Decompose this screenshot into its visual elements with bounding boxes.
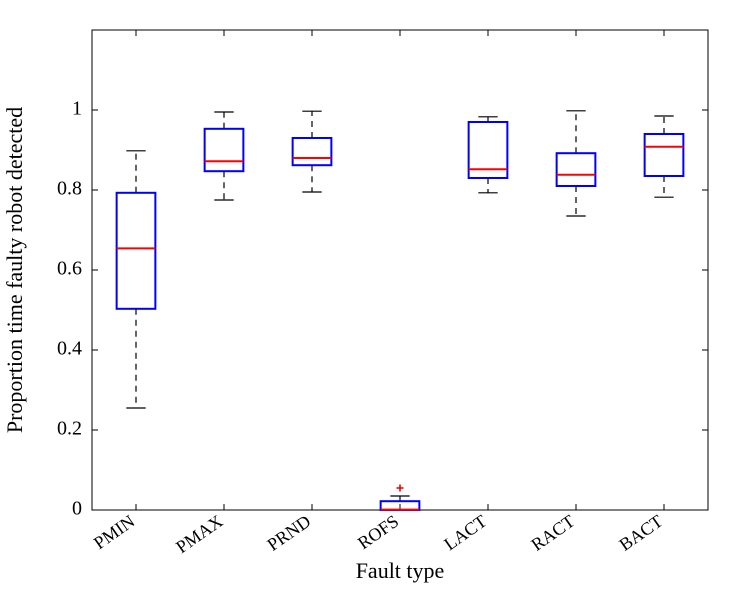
y-axis-label: Proportion time faulty robot detected (2, 107, 27, 433)
x-axis-label: Fault type (356, 558, 445, 583)
chart-bg (0, 0, 738, 602)
ytick-label: 0.4 (57, 338, 82, 360)
ytick-label: 1 (72, 98, 82, 120)
ytick-label: 0.6 (57, 258, 82, 280)
ytick-label: 0.8 (57, 178, 82, 200)
boxplot-chart: 00.20.40.60.81PMINPMAXPRNDROFSLACTRACTBA… (0, 0, 738, 602)
ytick-label: 0.2 (57, 418, 82, 440)
ytick-label: 0 (72, 498, 82, 520)
